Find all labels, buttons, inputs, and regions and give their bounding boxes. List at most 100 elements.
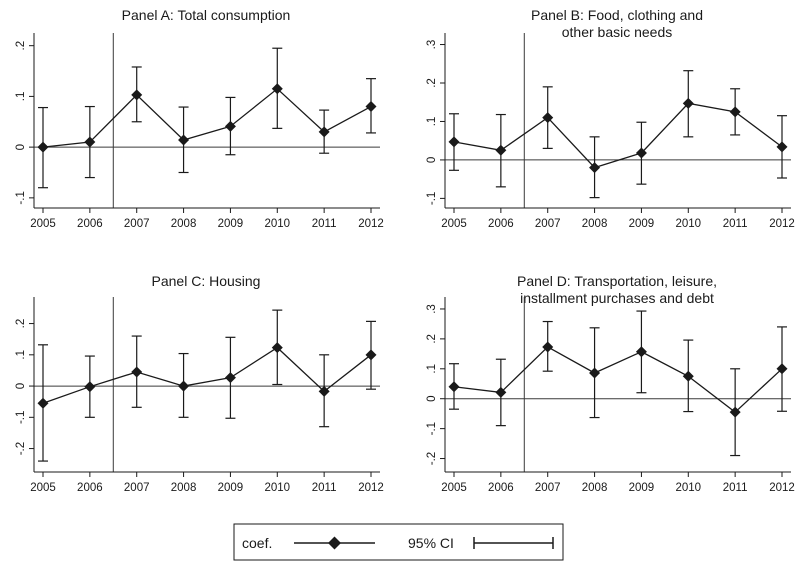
panel-d-title-line-1: Panel D: Transportation, leisure,: [517, 273, 717, 289]
panel-c: Panel C: Housing -.2 -.1 0 .1 .2 2005 2006 2007…: [15, 273, 384, 494]
panel-d-coef-marker: [635, 346, 647, 358]
panel-c-x-tick-label: 2010: [264, 482, 290, 494]
panel-d-x-tick-label: 2006: [488, 482, 514, 494]
panel-a-x-tick-label: 2005: [30, 218, 56, 230]
panel-b-x-tick-label: 2007: [535, 218, 561, 230]
panel-b-x-tick-label: 2010: [675, 218, 701, 230]
panel-b-y-tick-label: -.1: [426, 192, 438, 205]
panel-b-coef-marker: [542, 112, 554, 124]
panel-a-coef-marker: [224, 120, 236, 132]
panel-b-coef-marker: [729, 106, 741, 118]
panel-d-y-tick-label: -.2: [426, 452, 438, 465]
panel-c-coef-marker: [318, 385, 330, 397]
panel-b: Panel B: Food, clothing and other basic …: [426, 7, 795, 230]
panel-d-coef-marker: [495, 386, 507, 398]
panel-d: Panel D: Transportation, leisure, instal…: [426, 273, 795, 494]
panel-c-coef-marker: [271, 342, 283, 354]
panel-c-x-tick-label: 2012: [358, 482, 384, 494]
panel-d-title-line-2: installment purchases and debt: [520, 290, 714, 306]
panel-c-y-tick-label: 0: [15, 383, 27, 389]
panel-a-coef-marker: [365, 101, 377, 113]
panel-a-coef-marker: [271, 83, 283, 95]
panel-c-x-tick-label: 2007: [124, 482, 150, 494]
panel-a-x-tick-label: 2011: [312, 218, 337, 230]
panel-a-y-tick-label: 0: [15, 144, 27, 150]
panel-b-x-tick-label: 2011: [723, 218, 748, 230]
panel-d-x-tick-label: 2007: [535, 482, 561, 494]
panel-d-coef-marker: [448, 381, 460, 393]
panel-d-coef-marker: [542, 341, 554, 353]
panel-d-coef-marker: [682, 370, 694, 382]
panel-d-x-tick-label: 2011: [723, 482, 748, 494]
panel-b-coef-marker: [776, 141, 788, 153]
panel-c-x-tick-label: 2006: [77, 482, 103, 494]
panel-c-y-tick-label: .1: [15, 350, 27, 360]
panel-b-coef-marker: [589, 162, 601, 174]
panel-b-coef-marker: [682, 97, 694, 109]
panel-d-y-tick-label: .1: [426, 364, 438, 374]
panel-d-x-tick-label: 2009: [629, 482, 655, 494]
panel-a-coef-line: [42, 87, 372, 148]
panel-c-y-tick-label: -.2: [15, 442, 27, 455]
panel-d-x-tick-label: 2012: [769, 482, 795, 494]
panel-a-coef-marker: [131, 89, 143, 101]
panel-b-coef-line: [453, 102, 783, 169]
panel-c-coef-marker: [224, 372, 236, 384]
panel-a-x-tick-label: 2007: [124, 218, 150, 230]
panel-a-title: Panel A: Total consumption: [122, 7, 291, 23]
panel-b-title-line-2: other basic needs: [562, 24, 673, 40]
panel-d-y-tick-label: -.1: [426, 422, 438, 435]
panel-d-coef-marker: [589, 367, 601, 379]
panel-c-coef-marker: [84, 381, 96, 393]
panel-c-y-tick-label: .2: [15, 319, 27, 329]
panel-a-x-tick-label: 2008: [171, 218, 197, 230]
panel-b-coef-marker: [448, 136, 460, 148]
panel-b-y-tick-label: .2: [426, 78, 438, 88]
panel-a-x-tick-label: 2006: [77, 218, 103, 230]
panel-a-y-tick-label: -.1: [15, 191, 27, 204]
panel-d-y-tick-label: .2: [426, 334, 438, 344]
panel-d-y-tick-label: 0: [426, 396, 438, 402]
panel-a-x-tick-label: 2010: [264, 218, 290, 230]
panel-c-x-tick-label: 2011: [312, 482, 337, 494]
legend-ci-label: 95% CI: [408, 535, 454, 551]
panel-d-coef-marker: [776, 363, 788, 375]
panel-a-x-tick-label: 2012: [358, 218, 384, 230]
legend-diamond-marker-icon: [328, 536, 341, 550]
panel-b-x-tick-label: 2009: [629, 218, 655, 230]
panel-b-title-line-1: Panel B: Food, clothing and: [531, 7, 703, 23]
panel-a: Panel A: Total consumption -.1 0 .1 .2 2005 2…: [15, 7, 384, 230]
panel-c-coef-marker: [37, 397, 49, 409]
panel-b-x-tick-label: 2008: [582, 218, 608, 230]
panel-a-y-tick-label: .2: [15, 41, 27, 51]
panel-d-coef-line: [453, 346, 783, 414]
panel-a-coef-marker: [178, 134, 190, 146]
panel-a-coef-marker: [84, 136, 96, 148]
panel-d-x-tick-label: 2010: [675, 482, 701, 494]
panel-c-x-tick-label: 2009: [218, 482, 244, 494]
panel-b-y-tick-label: .1: [426, 117, 438, 127]
panel-b-x-tick-label: 2005: [441, 218, 467, 230]
panel-b-y-tick-label: .3: [426, 40, 438, 50]
legend-box: [233, 523, 564, 561]
panel-c-coef-marker: [131, 366, 143, 378]
panel-c-coef-marker: [178, 380, 190, 392]
panel-b-coef-marker: [495, 144, 507, 156]
panel-d-x-tick-label: 2005: [441, 482, 467, 494]
panel-d-coef-marker: [729, 406, 741, 418]
panel-c-y-tick-label: -.1: [15, 411, 27, 424]
legend: coef. 95% CI: [233, 523, 564, 561]
panel-c-title: Panel C: Housing: [152, 273, 261, 289]
panel-b-coef-marker: [635, 147, 647, 159]
panel-a-x-tick-label: 2009: [218, 218, 244, 230]
panel-c-coef-line: [42, 346, 372, 404]
panel-b-x-tick-label: 2012: [769, 218, 795, 230]
panel-d-x-tick-label: 2008: [582, 482, 608, 494]
panel-d-y-tick-label: .3: [426, 304, 438, 314]
panel-a-y-tick-label: .1: [15, 92, 27, 102]
panel-c-coef-marker: [365, 349, 377, 361]
panel-c-x-tick-label: 2008: [171, 482, 197, 494]
panel-a-coef-marker: [318, 126, 330, 138]
panel-b-y-tick-label: 0: [426, 157, 438, 163]
